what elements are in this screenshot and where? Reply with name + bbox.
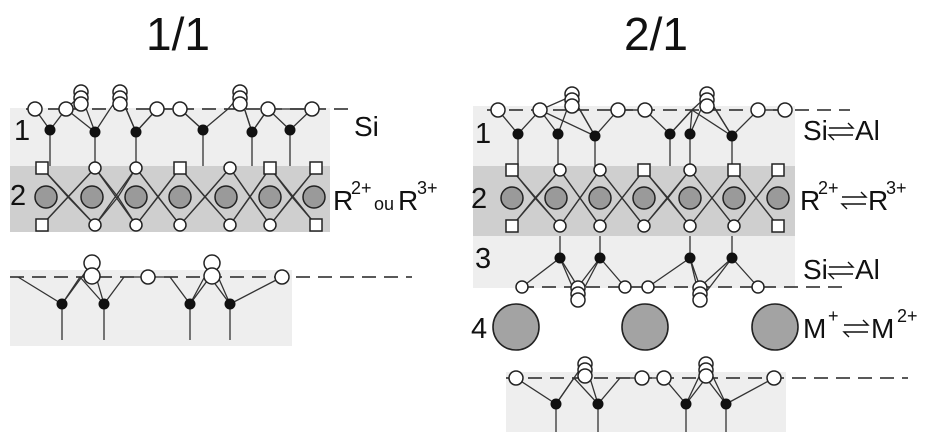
equilibrium-arrow-icon bbox=[842, 319, 870, 338]
tetrahedral-band-top bbox=[473, 106, 795, 166]
layer-number-3: 3 bbox=[475, 243, 491, 275]
next-layer bbox=[506, 356, 908, 432]
label-m-a: M bbox=[803, 313, 826, 344]
layer-number-2: 2 bbox=[10, 180, 26, 212]
label-al: Al bbox=[855, 115, 880, 146]
label-r-b: R bbox=[398, 185, 418, 216]
equilibrium-arrow-icon bbox=[840, 191, 868, 210]
panel-2-1: 2/1 1 2 3 4 bbox=[471, 8, 918, 432]
label-joiner: ou bbox=[374, 194, 394, 214]
label-m-cations: M + M 2+ bbox=[803, 306, 918, 344]
label-charge-b: 3+ bbox=[886, 178, 907, 198]
label-charge-b: 2+ bbox=[897, 306, 918, 326]
next-layer bbox=[10, 254, 412, 340]
label-si-al-top: Si Al bbox=[803, 115, 880, 146]
tetrahedral-sheet-top bbox=[487, 86, 850, 166]
layer-number-2: 2 bbox=[471, 183, 487, 215]
layer-number-1: 1 bbox=[14, 115, 30, 147]
label-al: Al bbox=[855, 254, 880, 285]
interlayer-cations bbox=[492, 303, 799, 351]
label-r-a: R bbox=[333, 185, 353, 216]
label-si: Si bbox=[803, 115, 828, 146]
label-octahedral-cations: R 2+ ou R 3+ bbox=[333, 178, 438, 216]
panel-1-1: 1/1 1 2 bbox=[10, 8, 438, 346]
panel-title: 1/1 bbox=[146, 8, 210, 60]
label-charge-a: + bbox=[828, 306, 839, 326]
tetrahedral-sheet-bottom bbox=[515, 236, 850, 308]
equilibrium-arrow-icon bbox=[827, 261, 855, 280]
tetrahedral-sheet bbox=[26, 84, 352, 166]
panel-title: 2/1 bbox=[624, 8, 688, 60]
label-r2-r3: R 2+ R 3+ bbox=[800, 178, 907, 216]
tetrahedral-band-bottom bbox=[473, 236, 795, 288]
label-charge-b: 3+ bbox=[417, 178, 438, 198]
label-si: Si bbox=[803, 254, 828, 285]
label-si: Si bbox=[354, 111, 379, 142]
octahedral-sheet bbox=[500, 163, 790, 233]
label-r-a: R bbox=[800, 185, 820, 216]
tetrahedral-band bbox=[10, 108, 330, 166]
octahedral-sheet bbox=[34, 161, 326, 232]
label-charge-a: 2+ bbox=[351, 178, 372, 198]
label-charge-a: 2+ bbox=[818, 178, 839, 198]
label-m-b: M bbox=[871, 313, 894, 344]
label-si-al-bottom: Si Al bbox=[803, 254, 880, 285]
equilibrium-arrow-icon bbox=[827, 122, 855, 141]
label-r-b: R bbox=[868, 185, 888, 216]
layer-number-4: 4 bbox=[471, 313, 487, 345]
layer-number-1: 1 bbox=[475, 118, 491, 150]
